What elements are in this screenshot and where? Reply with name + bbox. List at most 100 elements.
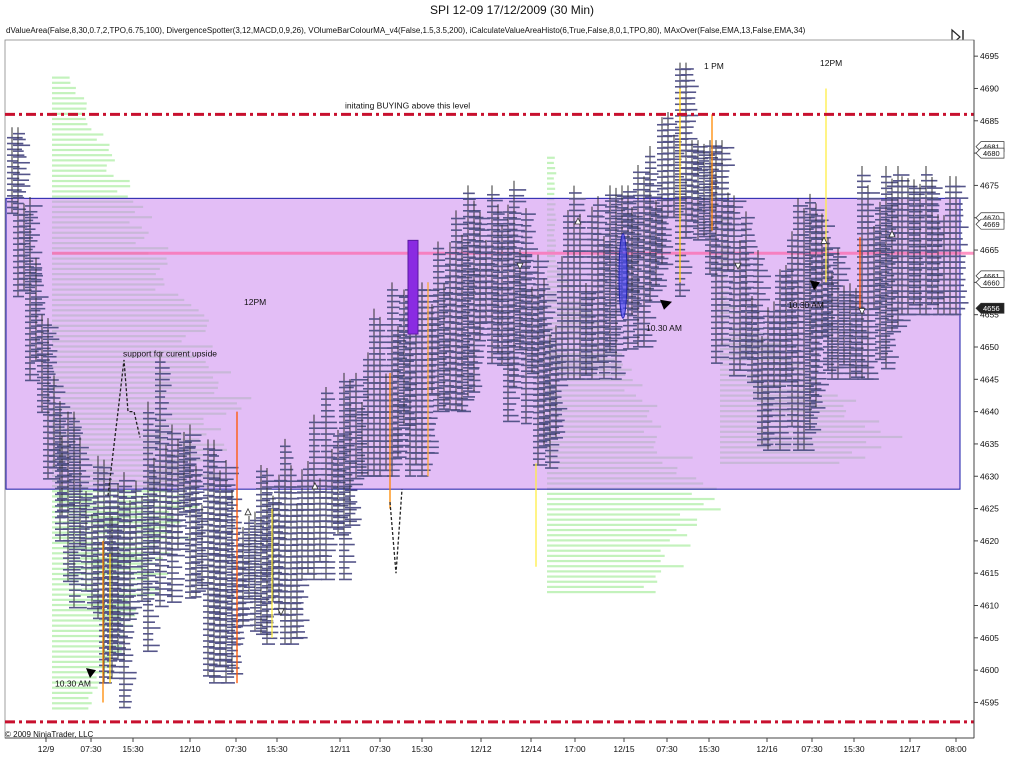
tpo-row <box>693 163 705 166</box>
tpo-row <box>639 258 657 261</box>
tpo-row <box>433 398 450 401</box>
tpo-row <box>833 308 850 311</box>
tpo-row <box>256 476 267 479</box>
tpo-row <box>781 380 798 383</box>
tpo-row <box>63 499 81 501</box>
tpo-row <box>387 405 405 408</box>
profile-row <box>52 676 97 679</box>
tpo-row <box>539 363 553 366</box>
tpo-row <box>49 385 64 388</box>
tpo-row <box>881 309 898 312</box>
tpo-row <box>256 569 273 572</box>
tpo-row <box>274 561 285 563</box>
tpo-row <box>221 513 233 515</box>
tpo-row <box>433 352 448 355</box>
tpo-row <box>741 257 758 260</box>
tpo-row <box>487 228 501 231</box>
tpo-row <box>173 501 189 504</box>
tpo-row <box>457 340 471 343</box>
tpo-row <box>753 269 768 272</box>
tpo-row <box>857 186 869 188</box>
tpo-row <box>185 562 201 564</box>
tpo-row <box>775 367 789 370</box>
tpo-row <box>781 375 792 377</box>
tpo-row <box>327 491 339 494</box>
tpo-row <box>25 350 39 353</box>
profile-row <box>547 156 555 159</box>
tpo-row <box>921 203 939 205</box>
tpo-row <box>203 448 216 450</box>
tpo-row <box>87 584 98 587</box>
tpo-row <box>155 425 170 427</box>
tpo-row <box>775 333 788 335</box>
tpo-row <box>167 554 185 557</box>
x-tick-label: 12/14 <box>520 744 542 754</box>
tpo-row <box>399 418 416 421</box>
tpo-row <box>411 370 423 373</box>
tpo-row <box>787 367 798 370</box>
tpo-row <box>593 320 607 323</box>
tpo-row <box>717 274 729 277</box>
tpo-row <box>256 586 272 589</box>
tpo-row <box>203 465 218 468</box>
tpo-row <box>805 277 823 280</box>
tpo-row <box>321 468 332 470</box>
tpo-row <box>711 356 729 359</box>
tpo-row <box>627 233 642 235</box>
tpo-row <box>387 451 402 454</box>
tpo-row <box>375 370 388 373</box>
tpo-row <box>823 258 838 261</box>
tpo-row <box>875 242 886 244</box>
tpo-row <box>238 549 252 551</box>
tpo-row <box>799 239 812 242</box>
tpo-row <box>387 469 400 472</box>
tpo-row <box>256 522 271 525</box>
tpo-row <box>167 461 178 464</box>
tpo-row <box>645 254 657 257</box>
tpo-row <box>753 275 771 278</box>
tpo-row <box>203 576 217 578</box>
tpo-row <box>881 239 896 242</box>
tpo-row <box>215 497 232 499</box>
tpo-row <box>599 302 616 304</box>
tpo-row <box>250 572 268 574</box>
tpo-row <box>107 630 118 633</box>
tpo-row <box>179 476 193 478</box>
tpo-row <box>775 309 786 312</box>
tpo-row <box>209 478 222 481</box>
tpo-row <box>793 210 808 213</box>
tpo-row <box>309 433 321 435</box>
tpo-row <box>521 248 539 250</box>
tpo-row <box>93 501 104 503</box>
profile-row <box>547 549 661 552</box>
tpo-row <box>509 264 521 267</box>
tpo-row <box>605 316 617 319</box>
tpo-row <box>717 338 731 341</box>
tpo-row <box>227 550 244 553</box>
tpo-row <box>681 137 698 140</box>
profile-row <box>52 614 136 617</box>
tpo-row <box>921 255 935 258</box>
tpo-row <box>599 267 611 269</box>
tpo-row <box>463 308 478 311</box>
tpo-row <box>250 595 263 597</box>
tpo-row <box>787 274 798 277</box>
tpo-row <box>551 425 564 427</box>
tpo-row <box>81 497 99 499</box>
tpo-row <box>515 348 528 351</box>
tpo-row <box>775 408 790 411</box>
tpo-row <box>262 590 279 593</box>
tpo-row <box>221 664 236 667</box>
tpo-row <box>375 324 392 326</box>
tpo-row <box>309 421 325 424</box>
tpo-row <box>31 342 43 345</box>
tpo-row <box>747 340 764 343</box>
tpo-row <box>99 623 113 626</box>
tpo-row <box>717 164 735 167</box>
tpo-row <box>113 612 126 614</box>
tpo-row <box>757 345 771 348</box>
tpo-row <box>333 487 351 490</box>
tpo-row <box>238 560 252 563</box>
tpo-row <box>99 606 115 609</box>
